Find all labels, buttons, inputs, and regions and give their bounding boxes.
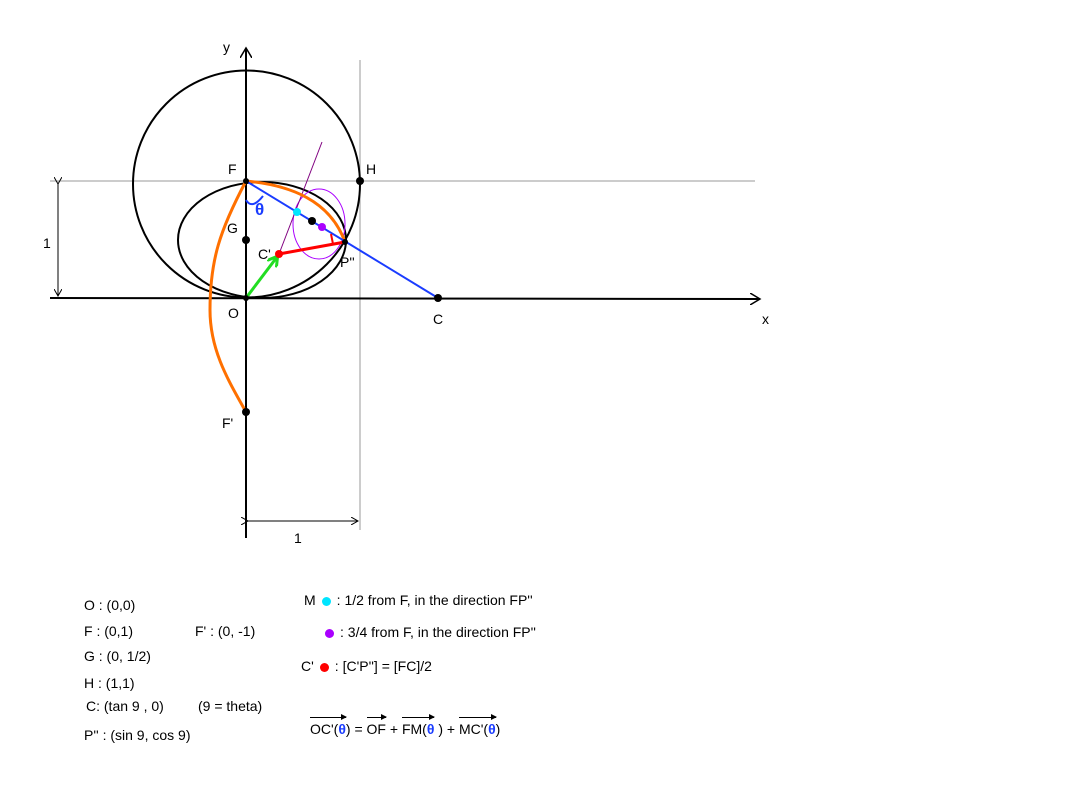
point-c-prime: [275, 250, 283, 258]
vector-oc: [244, 257, 277, 299]
eq-theta-2: θ: [426, 721, 435, 737]
legend-c-label: C': [301, 658, 314, 674]
legend-q-desc: : 3/4 from F, in the direction FP'': [340, 624, 536, 640]
eq-theta-3: θ: [488, 721, 496, 737]
line-fc: [245, 180, 439, 299]
legend-three-quarter: : 3/4 from F, in the direction FP'': [319, 624, 536, 640]
coord-f: F : (0,1): [84, 623, 134, 639]
legend-m-label: M: [304, 592, 316, 608]
legend-m-desc: : 1/2 from F, in the direction FP'': [336, 592, 533, 608]
point-three-quarter: [318, 223, 326, 231]
theta-arc: [245, 195, 264, 206]
legend-c-prime: C' : [C'P''] = [FC]/2: [301, 658, 432, 674]
legend-m: M : 1/2 from F, in the direction FP'': [304, 592, 533, 608]
label-f: F: [228, 161, 237, 177]
y-axis-label: y: [223, 39, 230, 55]
coord-c: C: (tan 9 , 0): [86, 698, 164, 714]
label-c-prime: C': [258, 246, 271, 262]
point-mid: [308, 217, 316, 225]
eq-theta-1: θ: [338, 721, 346, 737]
eq-mc: MC'(: [458, 721, 489, 737]
unit-y-label: 1: [43, 235, 51, 251]
point-o: [243, 295, 249, 301]
coord-o: O : (0,0): [84, 597, 136, 613]
purple-dot-icon: [325, 628, 334, 638]
cyan-dot-icon: [321, 596, 331, 606]
label-p: P'': [340, 254, 355, 270]
point-g: [242, 236, 250, 244]
eq-close-plus: ) +: [434, 721, 459, 737]
orange-curve: [208, 179, 347, 413]
point-h: [356, 177, 364, 185]
label-c: C: [433, 311, 443, 327]
eq-fm: FM(: [401, 721, 427, 737]
point-p: [342, 239, 348, 245]
label-theta: θ: [255, 200, 264, 219]
point-f-prime: [242, 408, 250, 416]
eq-oc: OC'(: [310, 721, 339, 737]
x-axis-label: x: [762, 311, 769, 327]
red-dot-icon: [319, 662, 329, 672]
purple-ellipse: [292, 188, 346, 260]
right-angle-mark: [330, 233, 334, 245]
eq-close-eq: ) =: [345, 721, 367, 737]
label-h: H: [366, 161, 376, 177]
coord-h: H : (1,1): [84, 675, 135, 691]
vec-fm: FM(θ: [401, 714, 436, 737]
unit-x-label: 1: [294, 530, 302, 546]
label-o: O: [228, 305, 239, 321]
segment-cp: [278, 240, 346, 256]
point-c: [434, 294, 442, 302]
purple-line: [278, 141, 323, 255]
point-f: [243, 178, 249, 184]
vec-of: OF: [366, 714, 388, 737]
label-g: G: [227, 220, 238, 236]
eq-close: ): [495, 721, 501, 737]
coord-p: P'' : (sin 9, cos 9): [84, 727, 191, 743]
label-f-prime: F': [222, 415, 233, 431]
coord-g: G : (0, 1/2): [84, 648, 151, 664]
vector-equation: OC'(θ) = OF + FM(θ ) + MC'(θ): [310, 714, 501, 737]
vec-mc: MC'(θ: [458, 714, 497, 737]
point-m: [293, 208, 301, 216]
coord-f-prime: F' : (0, -1): [195, 623, 256, 639]
theta-note: (9 = theta): [198, 698, 263, 714]
vec-oc: OC'(θ: [310, 714, 347, 737]
legend-c-desc: : [C'P''] = [FC]/2: [334, 658, 432, 674]
x-axis: [49, 298, 760, 299]
eq-plus: +: [386, 721, 402, 737]
